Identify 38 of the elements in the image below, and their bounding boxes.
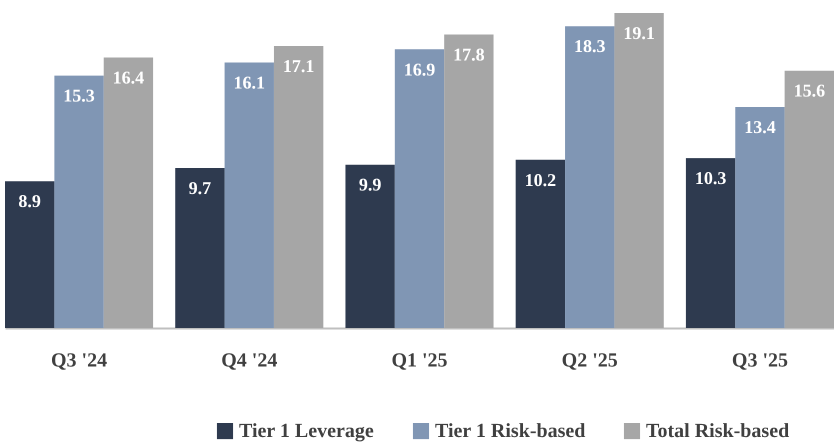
data-label: 16.9 <box>404 59 436 80</box>
legend-label: Tier 1 Leverage <box>239 420 374 442</box>
bar <box>345 164 395 328</box>
x-tick-label: Q4 '24 <box>221 350 278 372</box>
bar <box>444 34 494 328</box>
data-label: 18.3 <box>574 36 606 56</box>
legend-label: Tier 1 Risk-based <box>435 420 586 442</box>
bar <box>565 26 614 328</box>
data-label: 17.8 <box>453 44 485 64</box>
bar <box>784 70 834 328</box>
x-tick-label: Q2 '25 <box>562 350 618 372</box>
bar <box>735 107 785 328</box>
bar <box>274 46 324 328</box>
data-label: 10.2 <box>524 170 556 190</box>
bar <box>394 49 444 328</box>
bar <box>686 158 736 328</box>
data-label: 17.1 <box>282 56 314 76</box>
x-tick-label: Q3 '24 <box>50 350 108 372</box>
data-label: 13.4 <box>744 117 776 138</box>
bar <box>175 168 225 328</box>
data-label: 9.7 <box>188 178 212 198</box>
bar <box>104 58 154 328</box>
bar <box>54 76 104 328</box>
bar <box>224 62 274 328</box>
data-label: 15.6 <box>794 80 826 101</box>
data-label: 15.3 <box>63 86 95 106</box>
data-label: 10.3 <box>694 168 726 188</box>
data-label: 8.9 <box>18 191 41 212</box>
bar <box>516 160 566 328</box>
data-label: 19.1 <box>623 23 655 43</box>
x-tick-label: Q3 '25 <box>732 350 788 372</box>
data-label: 16.1 <box>234 72 266 92</box>
legend-label: Total Risk-based <box>646 420 790 442</box>
x-tick-label: Q1 '25 <box>391 350 448 372</box>
bar <box>5 181 54 328</box>
data-label: 9.9 <box>358 174 382 195</box>
data-label: 16.4 <box>112 68 144 88</box>
bar <box>614 13 664 328</box>
